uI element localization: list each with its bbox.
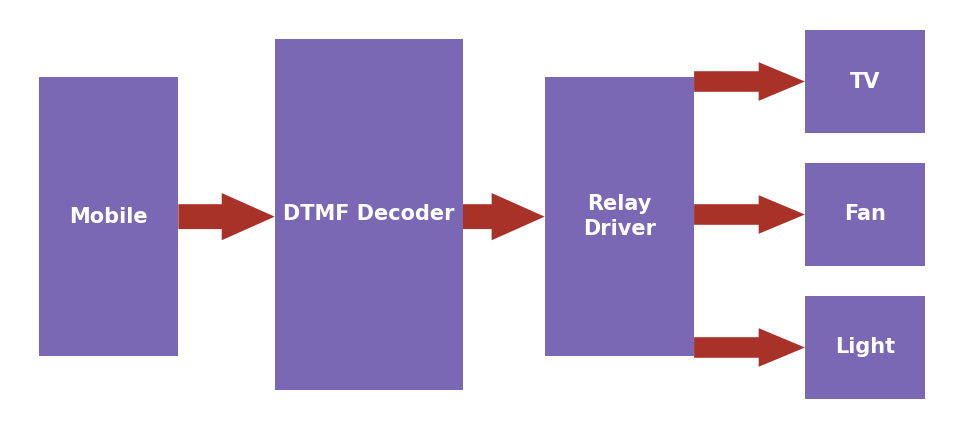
FancyBboxPatch shape [805, 296, 925, 399]
FancyBboxPatch shape [39, 77, 178, 356]
FancyBboxPatch shape [805, 30, 925, 133]
Text: DTMF Decoder: DTMF Decoder [283, 205, 454, 224]
Text: Relay
Driver: Relay Driver [583, 194, 656, 239]
Text: Mobile: Mobile [69, 207, 147, 227]
FancyBboxPatch shape [545, 77, 694, 356]
FancyBboxPatch shape [805, 163, 925, 266]
FancyArrow shape [694, 195, 805, 234]
FancyArrow shape [694, 62, 805, 101]
Text: TV: TV [850, 72, 880, 91]
Text: Fan: Fan [844, 205, 886, 224]
FancyArrow shape [694, 328, 805, 367]
FancyBboxPatch shape [275, 39, 463, 390]
FancyArrow shape [463, 193, 545, 240]
FancyArrow shape [178, 193, 275, 240]
Text: Light: Light [835, 338, 896, 357]
